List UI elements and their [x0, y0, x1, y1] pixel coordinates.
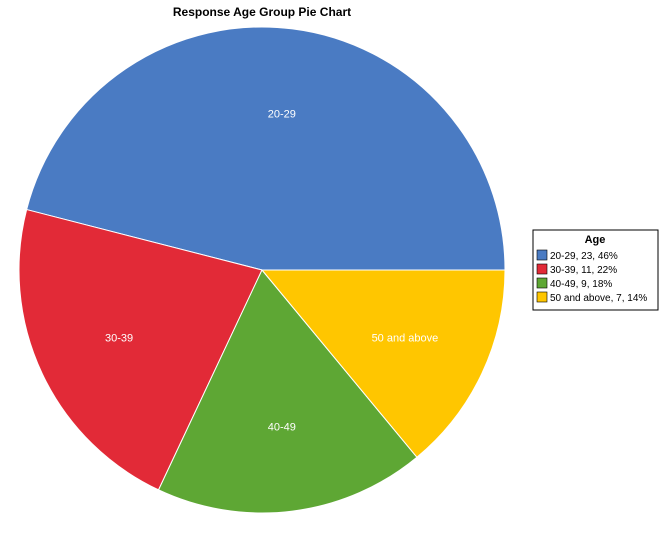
legend-swatch	[536, 277, 548, 289]
pie-slice-label: 40-49	[268, 422, 296, 434]
pie-slice-label: 30-39	[105, 332, 133, 344]
pie-slice-label: 20-29	[268, 108, 296, 120]
pie-slice	[157, 269, 418, 514]
legend-entry: 50 and above, 7, 14%	[550, 293, 647, 304]
pie-slice	[26, 26, 506, 271]
pie-slice-labels: 20-29 30-39 40-49 50 and above	[105, 108, 438, 433]
pie-slice	[18, 208, 263, 491]
pie-slice	[260, 269, 506, 458]
legend-box	[532, 229, 659, 311]
legend-entry: 20-29, 23, 46%	[550, 251, 618, 262]
legend-swatch	[536, 249, 548, 261]
legend-entry: 30-39, 11, 22%	[550, 265, 617, 276]
pie-slices	[18, 26, 506, 514]
legend-swatch	[536, 291, 548, 303]
legend-swatch	[536, 263, 548, 275]
legend-title: Age	[585, 234, 606, 246]
legend-entry: 40-49, 9, 18%	[550, 279, 612, 290]
pie-slice-label: 50 and above	[372, 332, 439, 344]
legend: Age 20-29, 23, 46% 30-39, 11, 22% 40-49, 9…	[532, 229, 659, 311]
legend-items: 20-29, 23, 46% 30-39, 11, 22% 40-49, 9, 18…	[536, 249, 647, 304]
chart-title: Response Age Group Pie Chart	[173, 5, 351, 19]
